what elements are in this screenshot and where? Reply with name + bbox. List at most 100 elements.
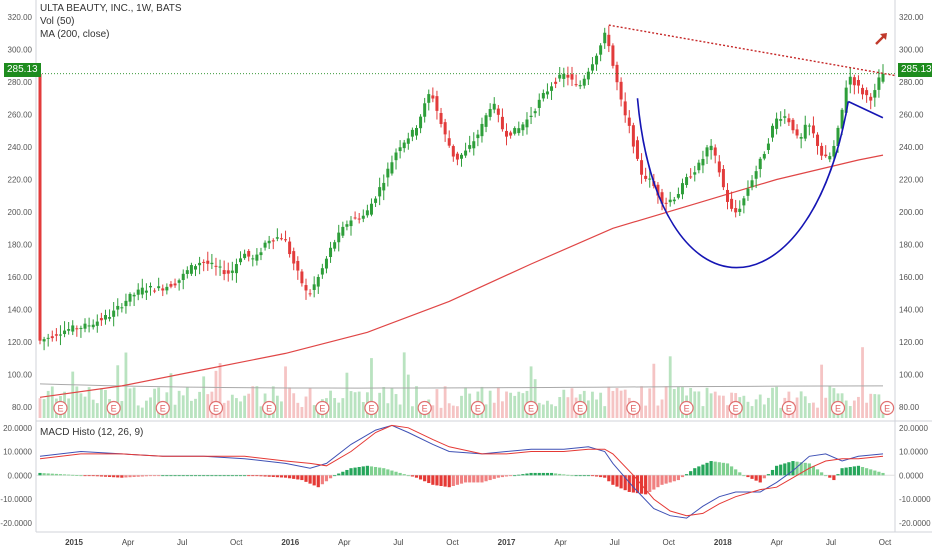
macd-histogram-bar [856, 465, 861, 476]
macd-histogram-bar [693, 468, 697, 476]
price-tick-left: 220.00 [8, 176, 33, 185]
candle-body [279, 238, 283, 240]
candle-body [431, 95, 435, 99]
volume-bar [595, 399, 598, 418]
candle-body [406, 138, 410, 144]
candle-body [71, 325, 75, 332]
macd-histogram-bar [226, 475, 230, 477]
macd-histogram-bar [836, 474, 840, 476]
macd-histogram-bar [492, 475, 496, 479]
earnings-marker-icon [523, 400, 539, 416]
candle-body [816, 134, 820, 146]
candle-body [308, 293, 312, 295]
macd-histogram-bar [521, 474, 525, 476]
volume-bar [492, 402, 496, 418]
earnings-marker-label: E [111, 404, 117, 414]
volume-bar [140, 407, 144, 418]
macd-histogram-bar [439, 475, 443, 487]
candle-body [251, 258, 255, 260]
macd-histogram-bar [554, 473, 558, 476]
candle-body [148, 285, 152, 288]
candle-body [54, 334, 58, 336]
macd-histogram-bar [795, 461, 799, 476]
volume-bar [656, 405, 660, 418]
legend: ULTA BEAUTY, INC., 1W, BATS Vol (50) MA … [40, 2, 182, 41]
macd-histogram-bar [680, 475, 685, 478]
macd-histogram-bar [431, 475, 435, 485]
volume-bar [177, 390, 181, 418]
volume-bar [451, 405, 455, 418]
macd-histogram-bar [333, 475, 337, 477]
volume-bar [824, 397, 828, 418]
volume-bar [280, 401, 283, 418]
volume-bar [648, 388, 652, 418]
candle-body [177, 280, 181, 283]
candle-body [676, 193, 680, 198]
earnings-marker-label: E [422, 404, 428, 414]
macd-histogram-bar [873, 470, 877, 476]
volume-bar [128, 388, 132, 418]
macd-histogram-bar [202, 475, 206, 477]
volume-bar [750, 406, 754, 418]
macd-histogram-bar [230, 475, 234, 477]
volume-bar [349, 391, 353, 418]
macd-histogram-bar [402, 474, 406, 476]
macd-histogram-bar [259, 475, 263, 477]
volume-bar [505, 391, 508, 418]
time-tick-label: Jul [393, 538, 403, 547]
macd-histogram-bar [423, 475, 427, 482]
macd-histogram-bar [705, 462, 709, 476]
macd-histogram-bar [758, 475, 762, 483]
candle-body [288, 241, 292, 255]
candle-body [402, 142, 406, 149]
candle-body [582, 78, 586, 86]
candle-body [758, 158, 762, 170]
macd-histogram-bar [844, 467, 848, 476]
macd-histogram-bar [62, 474, 67, 476]
last-price-tag-right: 285.13 [898, 63, 932, 77]
macd-histogram-bar [775, 465, 779, 476]
resistance-trendline [608, 24, 896, 77]
candle-body [58, 334, 62, 336]
volume-bar [87, 387, 91, 418]
volume-bar [562, 389, 566, 418]
candle-body [725, 189, 729, 202]
macd-histogram-bar [582, 475, 586, 477]
earnings-marker-icon [679, 400, 694, 416]
volume-bar [852, 400, 856, 418]
candle-body [419, 116, 423, 129]
candle-body [259, 252, 263, 256]
macd-histogram-bar [644, 475, 648, 495]
macd-histogram-bar [361, 466, 365, 476]
macd-histogram-bar [652, 475, 656, 490]
candle-body [460, 154, 463, 159]
volume-bar [848, 406, 852, 418]
volume-bar [652, 363, 656, 418]
macd-histogram-bar [779, 464, 783, 476]
candle-body [668, 199, 672, 203]
volume-bar [149, 397, 152, 418]
candle-body [631, 125, 635, 147]
macd-histogram-bar [811, 466, 816, 476]
macd-histogram-bar [529, 472, 533, 476]
macd-histogram-bar [754, 475, 758, 481]
candle-body [218, 266, 222, 268]
volume-bar [120, 400, 124, 418]
price-tick-right: 240.00 [899, 143, 924, 152]
macd-histogram-bar [820, 472, 824, 476]
macd-histogram-bar [533, 472, 537, 476]
macd-histogram-bar [676, 475, 680, 481]
volume-bar [611, 390, 615, 418]
earnings-marker-label: E [884, 404, 890, 414]
candle-body [63, 330, 67, 335]
price-tick-left: 320.00 [8, 13, 33, 22]
candle-body [144, 290, 148, 293]
macd-histogram-bar [251, 475, 255, 477]
macd-histogram-bar [71, 474, 75, 476]
volume-bar [308, 388, 312, 418]
price-tick-right: 180.00 [899, 241, 924, 250]
macd-histogram-bar [832, 475, 836, 481]
volume-bar [386, 403, 390, 418]
macd-histogram-bar [38, 472, 42, 476]
